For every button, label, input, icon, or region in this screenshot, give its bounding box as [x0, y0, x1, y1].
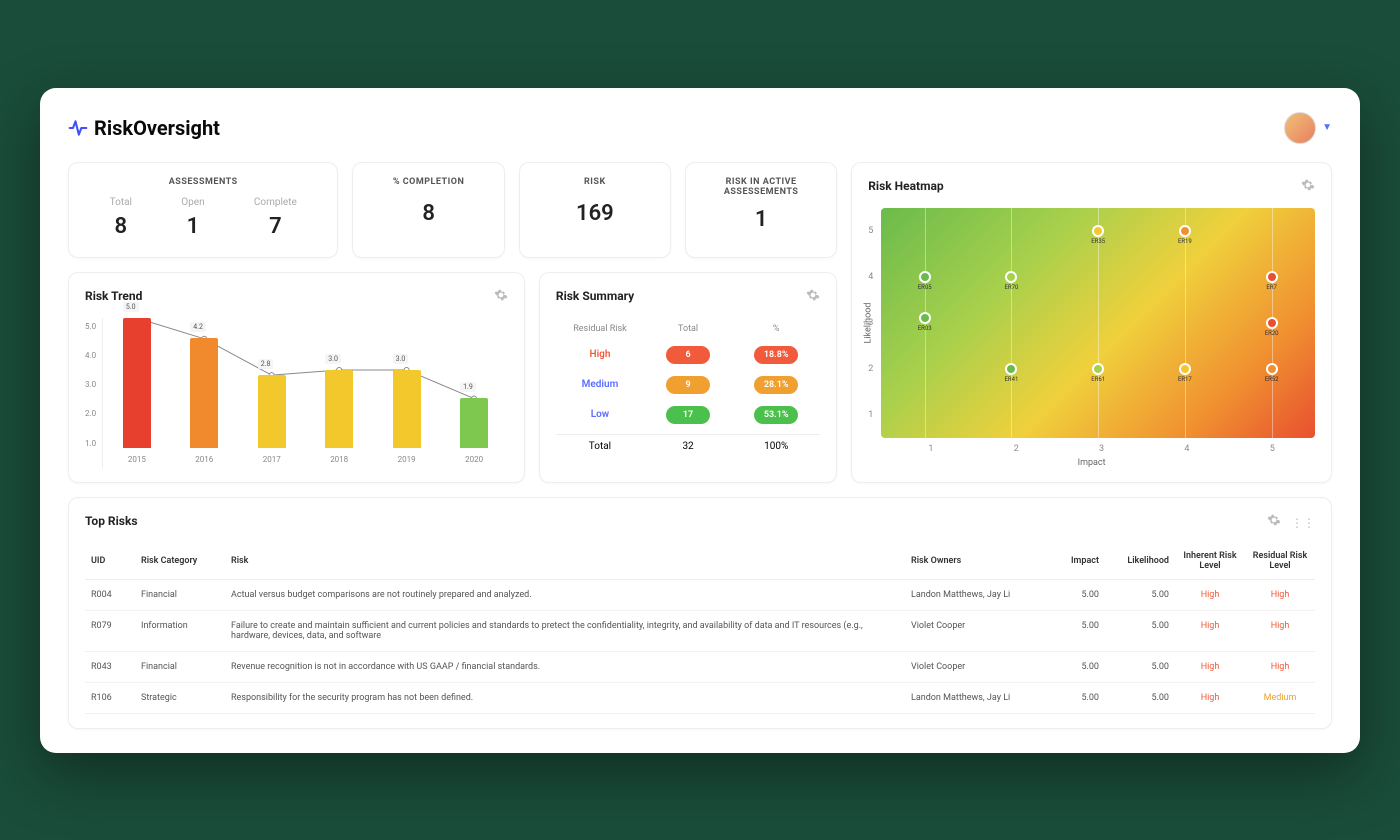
heatmap-point[interactable] [1266, 363, 1278, 375]
bar-chart: 5.04.03.02.01.0 5.020154.220162.820173.0… [85, 318, 508, 468]
heatmap-point[interactable] [1179, 225, 1191, 237]
risk-trend-card: Risk Trend 5.04.03.02.01.0 5.020154.2201… [68, 272, 525, 483]
table-row[interactable]: R106StrategicResponsibility for the secu… [85, 682, 1315, 713]
top-risks-table: UID Risk Category Risk Risk Owners Impac… [85, 543, 1315, 714]
gear-icon[interactable] [806, 287, 820, 306]
app-window: RiskOversight ▼ ASSESSMENTS Total8 Open1… [40, 88, 1360, 753]
pulse-icon [68, 118, 88, 138]
heatmap-point[interactable] [1005, 363, 1017, 375]
kpi-assessments: ASSESSMENTS Total8 Open1 Complete7 [68, 162, 338, 258]
heatmap-point[interactable] [919, 271, 931, 283]
header: RiskOversight ▼ [68, 112, 1332, 144]
heatmap-point[interactable] [1179, 363, 1191, 375]
heatmap-point[interactable] [919, 312, 931, 324]
kpi-completion: % COMPLETION 8 [352, 162, 504, 258]
heatmap-point[interactable] [1266, 271, 1278, 283]
logo: RiskOversight [68, 116, 220, 140]
risk-summary-card: Risk Summary Residual Risk Total % High … [539, 272, 837, 483]
card-title: Risk Trend [85, 289, 142, 303]
gear-icon[interactable] [494, 287, 508, 306]
top-risks-card: Top Risks ⋮⋮ UID Risk Category Risk Risk… [68, 497, 1332, 729]
risk-heatmap-card: Risk Heatmap Likelihood 12345 ER03ER05ER… [851, 162, 1332, 483]
kpi-title: ASSESSMENTS [85, 177, 321, 187]
kpi-risk: RISK 169 [519, 162, 671, 258]
app-name: RiskOversight [94, 116, 220, 140]
kpi-row: ASSESSMENTS Total8 Open1 Complete7 % COM… [68, 162, 837, 258]
heatmap-point[interactable] [1266, 317, 1278, 329]
chevron-down-icon: ▼ [1322, 122, 1332, 133]
kpi-active: RISK IN ACTIVE ASSESSEMENTS 1 [685, 162, 837, 258]
user-menu[interactable]: ▼ [1284, 112, 1332, 144]
gear-icon[interactable] [1301, 177, 1315, 196]
heatmap-point[interactable] [1092, 225, 1104, 237]
heatmap-point[interactable] [1005, 271, 1017, 283]
table-row[interactable]: R043FinancialRevenue recognition is not … [85, 651, 1315, 682]
more-icon[interactable]: ⋮⋮ [1291, 516, 1315, 530]
heatmap-point[interactable] [1092, 363, 1104, 375]
gear-icon[interactable] [1267, 512, 1281, 531]
table-row[interactable]: R079InformationFailure to create and mai… [85, 610, 1315, 651]
avatar [1284, 112, 1316, 144]
table-row[interactable]: R004FinancialActual versus budget compar… [85, 579, 1315, 610]
